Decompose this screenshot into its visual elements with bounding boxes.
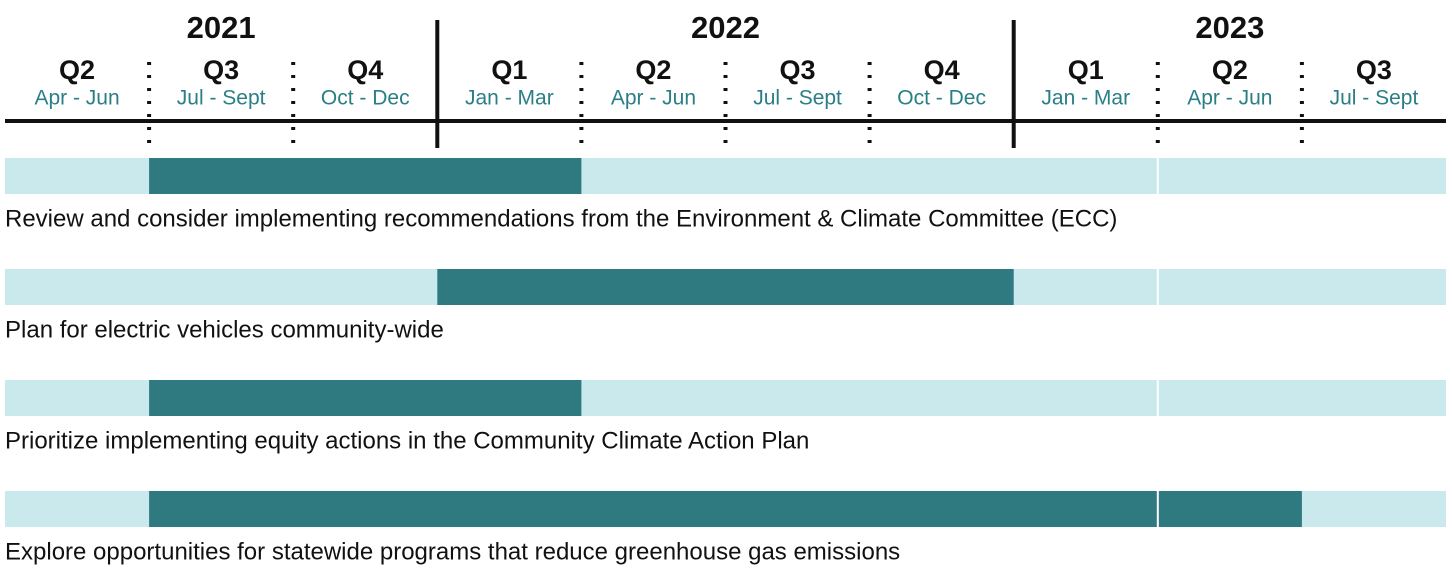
quarter-label: Q2 — [635, 55, 671, 85]
quarter-label: Q4 — [347, 55, 383, 85]
quarter-label: Q2 — [59, 55, 95, 85]
year-label: 2022 — [691, 10, 760, 45]
task-label: Review and consider implementing recomme… — [5, 205, 1117, 232]
year-label: 2021 — [187, 10, 256, 45]
quarter-label: Q1 — [1068, 55, 1104, 85]
quarter-months: Jul - Sept — [177, 87, 266, 110]
year-label: 2023 — [1195, 10, 1264, 45]
task-label: Plan for electric vehicles community-wid… — [5, 316, 444, 343]
quarter-label: Q1 — [491, 55, 527, 85]
task-label: Prioritize implementing equity actions i… — [5, 427, 809, 454]
quarter-label: Q3 — [780, 55, 816, 85]
task-bar — [437, 269, 1014, 305]
quarter-months: Jul - Sept — [1330, 87, 1419, 110]
quarter-months: Oct - Dec — [897, 87, 986, 110]
quarter-months: Apr - Jun — [1187, 87, 1272, 110]
task-bar — [149, 491, 1302, 527]
quarter-label: Q3 — [203, 55, 239, 85]
task-label: Explore opportunities for statewide prog… — [5, 538, 900, 565]
quarter-label: Q4 — [924, 55, 960, 85]
quarter-months: Jan - Mar — [1041, 87, 1130, 110]
quarter-label: Q3 — [1356, 55, 1392, 85]
quarter-months: Apr - Jun — [611, 87, 696, 110]
quarter-months: Jan - Mar — [465, 87, 554, 110]
quarter-months: Oct - Dec — [321, 87, 410, 110]
quarter-months: Jul - Sept — [753, 87, 842, 110]
task-bar — [149, 380, 582, 416]
quarter-months: Apr - Jun — [34, 87, 119, 110]
quarter-label: Q2 — [1212, 55, 1248, 85]
task-bar — [149, 158, 582, 194]
